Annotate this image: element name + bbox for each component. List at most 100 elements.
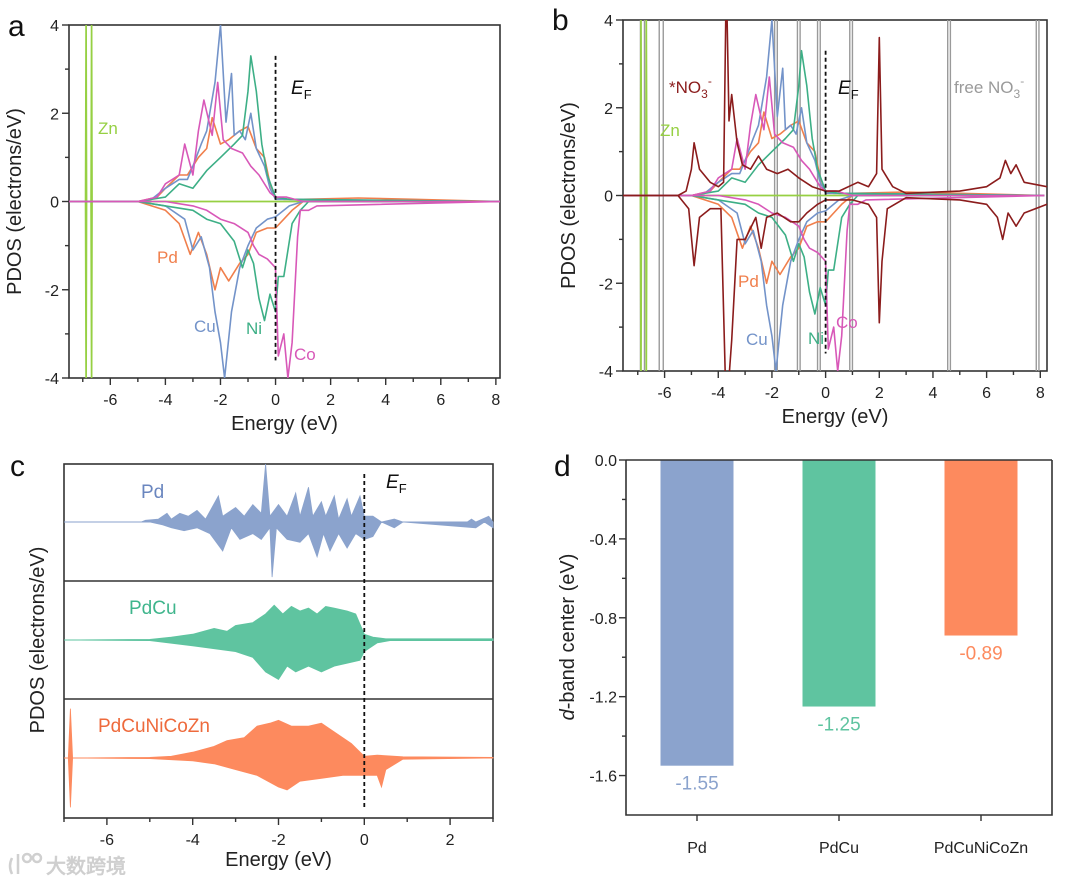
panel-b-series-pd-spin-down: [624, 194, 1045, 285]
panel-d-bar-pd: [660, 460, 734, 766]
panel-a-series-cu-spin-down: [69, 200, 500, 378]
panel-a-series-pd-spin-up: [69, 116, 500, 203]
panel-b-x-tick-label: 2: [875, 385, 884, 402]
panel-c-area-pdcunicozn: [64, 708, 494, 808]
panel-b-y-tick-label: 4: [604, 13, 613, 30]
panel-a-label-zn: Zn: [98, 119, 118, 138]
panel-d-y-tick-label: -0.4: [589, 532, 617, 549]
panel-c-pdos-chart: -6 -4 -2 0 2 Pd PdCu PdCuNiCoZn EF Energy (eV) PDO…: [27, 463, 494, 871]
panel-d-x-tick-label: PdCuNiCoZn: [934, 840, 1028, 857]
panel-c-label-pdcunicozn: PdCuNiCoZn: [98, 716, 210, 737]
panel-a-y-tick-label: -2: [45, 283, 59, 300]
panel-b-y-tick-label: -4: [599, 364, 613, 381]
panel-a-series-ni-spin-up: [69, 55, 500, 203]
panel-b-x-axis-title: Energy (eV): [782, 406, 889, 428]
panel-d-x-tick-label: Pd: [687, 840, 707, 857]
panel-b-label-zn: Zn: [660, 121, 680, 140]
panel-d-x-tick-label: PdCu: [819, 840, 859, 857]
panel-a-fermi-level-label: EF: [291, 78, 312, 102]
panel-c-label-pd: Pd: [141, 482, 164, 503]
panel-a-y-axis-title: PDOS (electrons/eV): [4, 108, 26, 295]
panel-b-series-co-spin-down: [624, 194, 1045, 371]
panel-c-area-pdcu: [63, 604, 494, 680]
panel-b-pdos-chart: -6 -4 -2 0 2 4 6 8 -4 -2 0 2 4 Energy (eV) PDOS (elect…: [558, 13, 1048, 428]
panel-c-x-tick-label: 2: [446, 832, 455, 849]
panel-a-pdos-chart: -6 -4 -2 0 2 4 6 8 -4 -2 0 2 4 Energy (eV) PDOS (elect…: [4, 18, 501, 435]
panel-c-fermi-level-label: EF: [386, 472, 407, 496]
panel-a-series-zn-spin-up: [69, 25, 500, 203]
panel-a-x-tick-label: 4: [381, 392, 390, 409]
panel-b-label-ni: Ni: [808, 329, 824, 348]
panel-a-series-zn-spin-down: [69, 200, 500, 378]
panel-d-y-tick-label: -0.8: [589, 611, 617, 628]
panel-d-value-label-pdcu: -1.25: [817, 715, 860, 736]
panel-b-series-cu-spin-up: [624, 20, 1045, 197]
panel-letter-d: d: [554, 450, 571, 483]
panel-a-series-co-spin-up: [69, 81, 500, 203]
watermark-logo-icon: [8, 852, 43, 875]
panel-b-x-tick-label: -2: [765, 385, 779, 402]
panel-b-x-tick-label: 6: [982, 385, 991, 402]
panel-letter-c: c: [10, 450, 25, 483]
panel-d-y-tick-label: 0.0: [595, 453, 617, 470]
panel-a-x-tick-label: 6: [436, 392, 445, 409]
panel-a-series-cu-spin-up: [69, 25, 500, 203]
panel-b-label-pd: Pd: [738, 272, 759, 291]
panel-a-y-tick-label: 0: [50, 195, 59, 212]
panel-b-x-tick-label: -4: [711, 385, 725, 402]
panel-c-area-pd: [64, 463, 494, 578]
panel-d-axes: [625, 460, 1053, 816]
panel-c-y-axis-title: PDOS (electrons/eV): [27, 547, 49, 734]
panel-b-series-cu-spin-down: [624, 194, 1045, 371]
panel-b-label-adsorbed-no3: *NO3-: [669, 74, 712, 101]
panel-a-x-tick-label: -6: [103, 392, 117, 409]
panel-b-x-tick-label: 4: [928, 385, 937, 402]
panel-c-x-tick-label: -2: [271, 832, 285, 849]
panel-d-value-label-pd: -1.55: [675, 774, 718, 795]
panel-a-label-cu: Cu: [194, 317, 216, 336]
panel-d-dband-chart: -1.55 Pd -1.25 PdCu -0.89 PdCuNiCoZn 0.0 -0.4 -0…: [557, 453, 1053, 857]
panel-a-x-tick-label: 0: [271, 392, 280, 409]
panel-a-label-ni: Ni: [246, 319, 262, 338]
panel-b-y-axis-title: PDOS (electrons/eV): [558, 102, 580, 289]
panel-b-y-tick-label: 2: [604, 101, 613, 118]
panel-b-series-co-spin-up: [624, 76, 1045, 197]
panel-a-series-ni-spin-down: [69, 200, 500, 322]
panel-d-y-tick-label: -1.6: [589, 769, 617, 786]
panel-letter-b: b: [552, 4, 569, 37]
panel-d-y-tick-label: -1.2: [589, 690, 617, 707]
panel-a-y-tick-label: -4: [45, 371, 59, 388]
panel-b-series-ni-spin-down: [624, 194, 1045, 315]
panel-b-x-tick-label: 0: [821, 385, 830, 402]
panel-b-x-tick-label: 8: [1036, 385, 1045, 402]
panel-c-label-pdcu: PdCu: [129, 598, 177, 619]
panel-b-series-zn-spin-down: [624, 194, 1045, 371]
panel-b-series-adsorbed-no3-spin-up: [623, 20, 1047, 197]
watermark: 大数跨境: [8, 852, 126, 878]
panel-d-bar-pdcunicozn: [944, 460, 1018, 636]
panel-a-x-tick-label: -4: [158, 392, 172, 409]
panel-a-series-pd-spin-down: [69, 200, 500, 291]
panel-b-label-free-no3: free NO3-: [954, 74, 1024, 101]
panel-a-label-co: Co: [294, 345, 316, 364]
panel-a-x-tick-label: -2: [213, 392, 227, 409]
panel-c-x-axis-title: Energy (eV): [225, 849, 332, 871]
panel-letter-a: a: [8, 10, 25, 43]
panel-a-x-axis-title: Energy (eV): [231, 413, 338, 435]
panel-b-series-zn-spin-up: [624, 20, 1045, 197]
panel-b-label-cu: Cu: [746, 330, 768, 349]
panel-b-fermi-level-label: EF: [838, 78, 859, 102]
panel-d-y-axis-title: d-band center (eV): [557, 554, 579, 721]
panel-b-x-tick-label: -6: [657, 385, 671, 402]
panel-a-x-tick-label: 2: [326, 392, 335, 409]
panel-c-x-tick-label: -6: [100, 832, 114, 849]
watermark-text: 大数跨境: [46, 854, 126, 878]
panel-c-x-tick-label: -4: [186, 832, 200, 849]
panel-c-x-tick-label: 0: [360, 832, 369, 849]
panel-a-series-co-spin-down: [69, 200, 500, 378]
panel-b-series-ni-spin-up: [624, 49, 1045, 197]
panel-b-label-co: Co: [836, 313, 858, 332]
panel-a-x-tick-label: 8: [491, 392, 500, 409]
panel-d-bar-pdcu: [802, 460, 876, 707]
